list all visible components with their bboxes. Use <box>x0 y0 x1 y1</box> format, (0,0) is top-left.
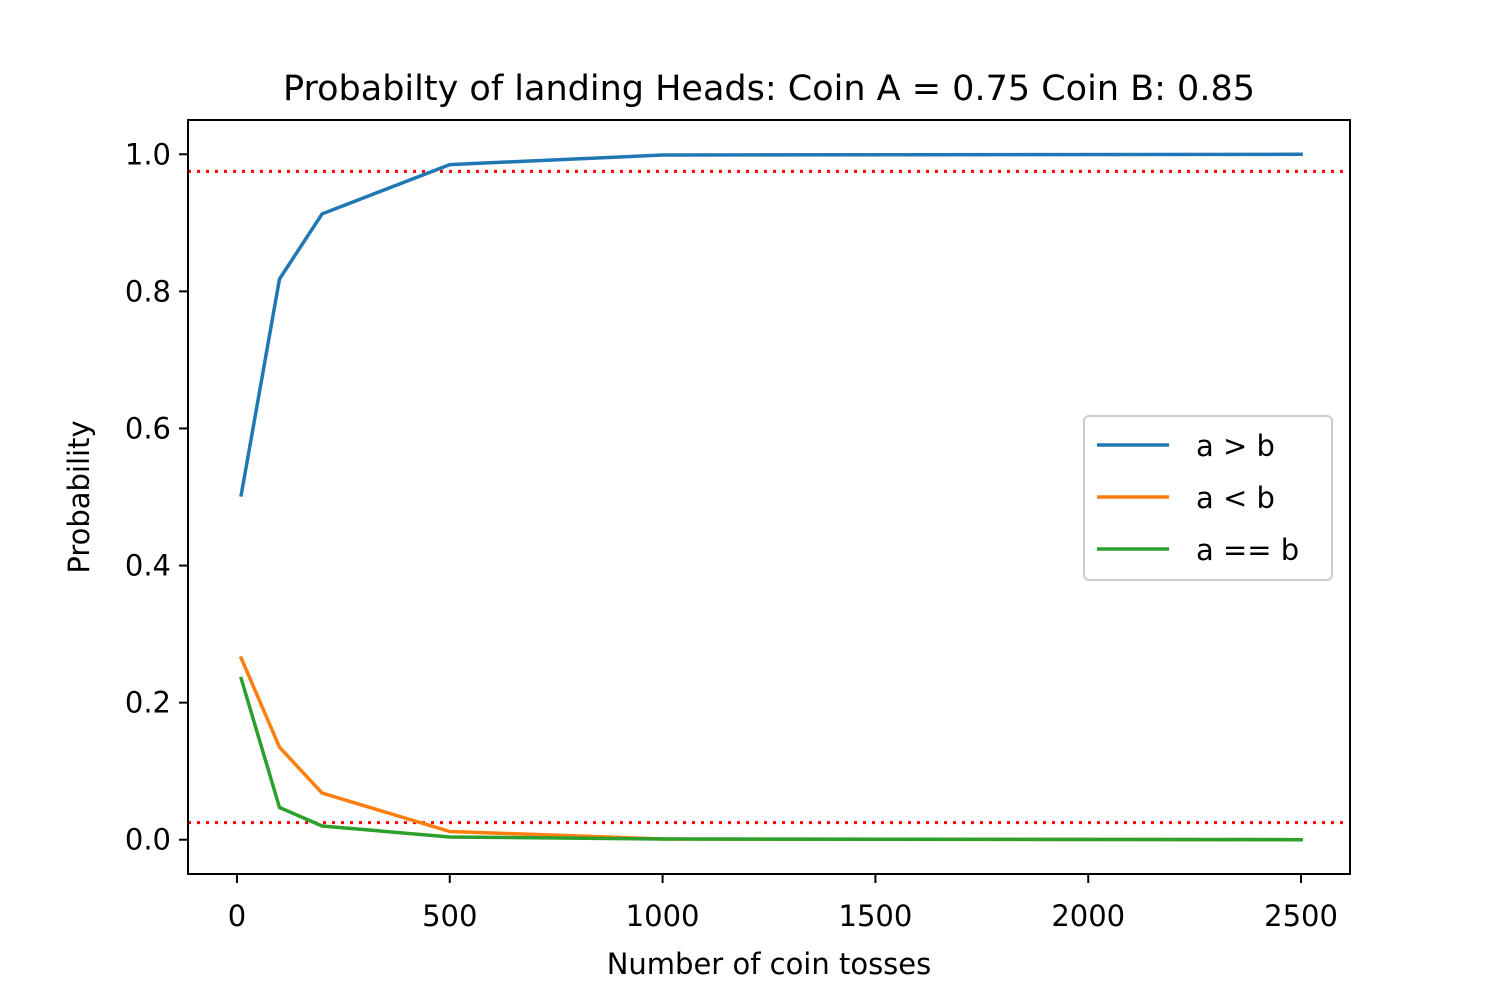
y-tick-label: 0.8 <box>125 274 171 308</box>
legend-frame <box>1083 415 1333 581</box>
x-axis-label: Number of coin tosses <box>607 947 932 981</box>
y-tick-label: 0.2 <box>125 686 171 720</box>
y-tick-label: 0.4 <box>125 549 171 583</box>
series-line <box>239 152 1303 497</box>
x-tick-label: 2000 <box>1051 899 1125 933</box>
legend-label: a > b <box>1196 429 1275 463</box>
y-tick-label: 0.0 <box>125 823 171 857</box>
x-tick-label: 1000 <box>626 899 700 933</box>
y-axis-ticks: 0.0 0.2 0.4 0.6 0.8 1.0 <box>125 137 188 857</box>
plot-frame <box>187 119 1351 875</box>
y-tick-label: 1.0 <box>125 137 171 171</box>
y-tick-label: 0.6 <box>125 411 171 445</box>
legend: a > b a < b a == b <box>1083 415 1333 581</box>
legend-label: a == b <box>1196 533 1299 567</box>
x-tick-label: 500 <box>422 899 477 933</box>
series-line <box>239 676 1303 842</box>
x-tick-label: 2500 <box>1264 899 1338 933</box>
x-tick-label: 1500 <box>839 899 913 933</box>
legend-label: a < b <box>1196 481 1275 515</box>
x-axis-ticks: 0 500 1000 1500 2000 2500 <box>228 874 1338 933</box>
series-lines <box>238 152 1303 842</box>
x-tick-label: 0 <box>228 899 246 933</box>
chart-title: Probabilty of landing Heads: Coin A = 0.… <box>283 69 1255 109</box>
y-axis-label: Probability <box>62 420 96 573</box>
